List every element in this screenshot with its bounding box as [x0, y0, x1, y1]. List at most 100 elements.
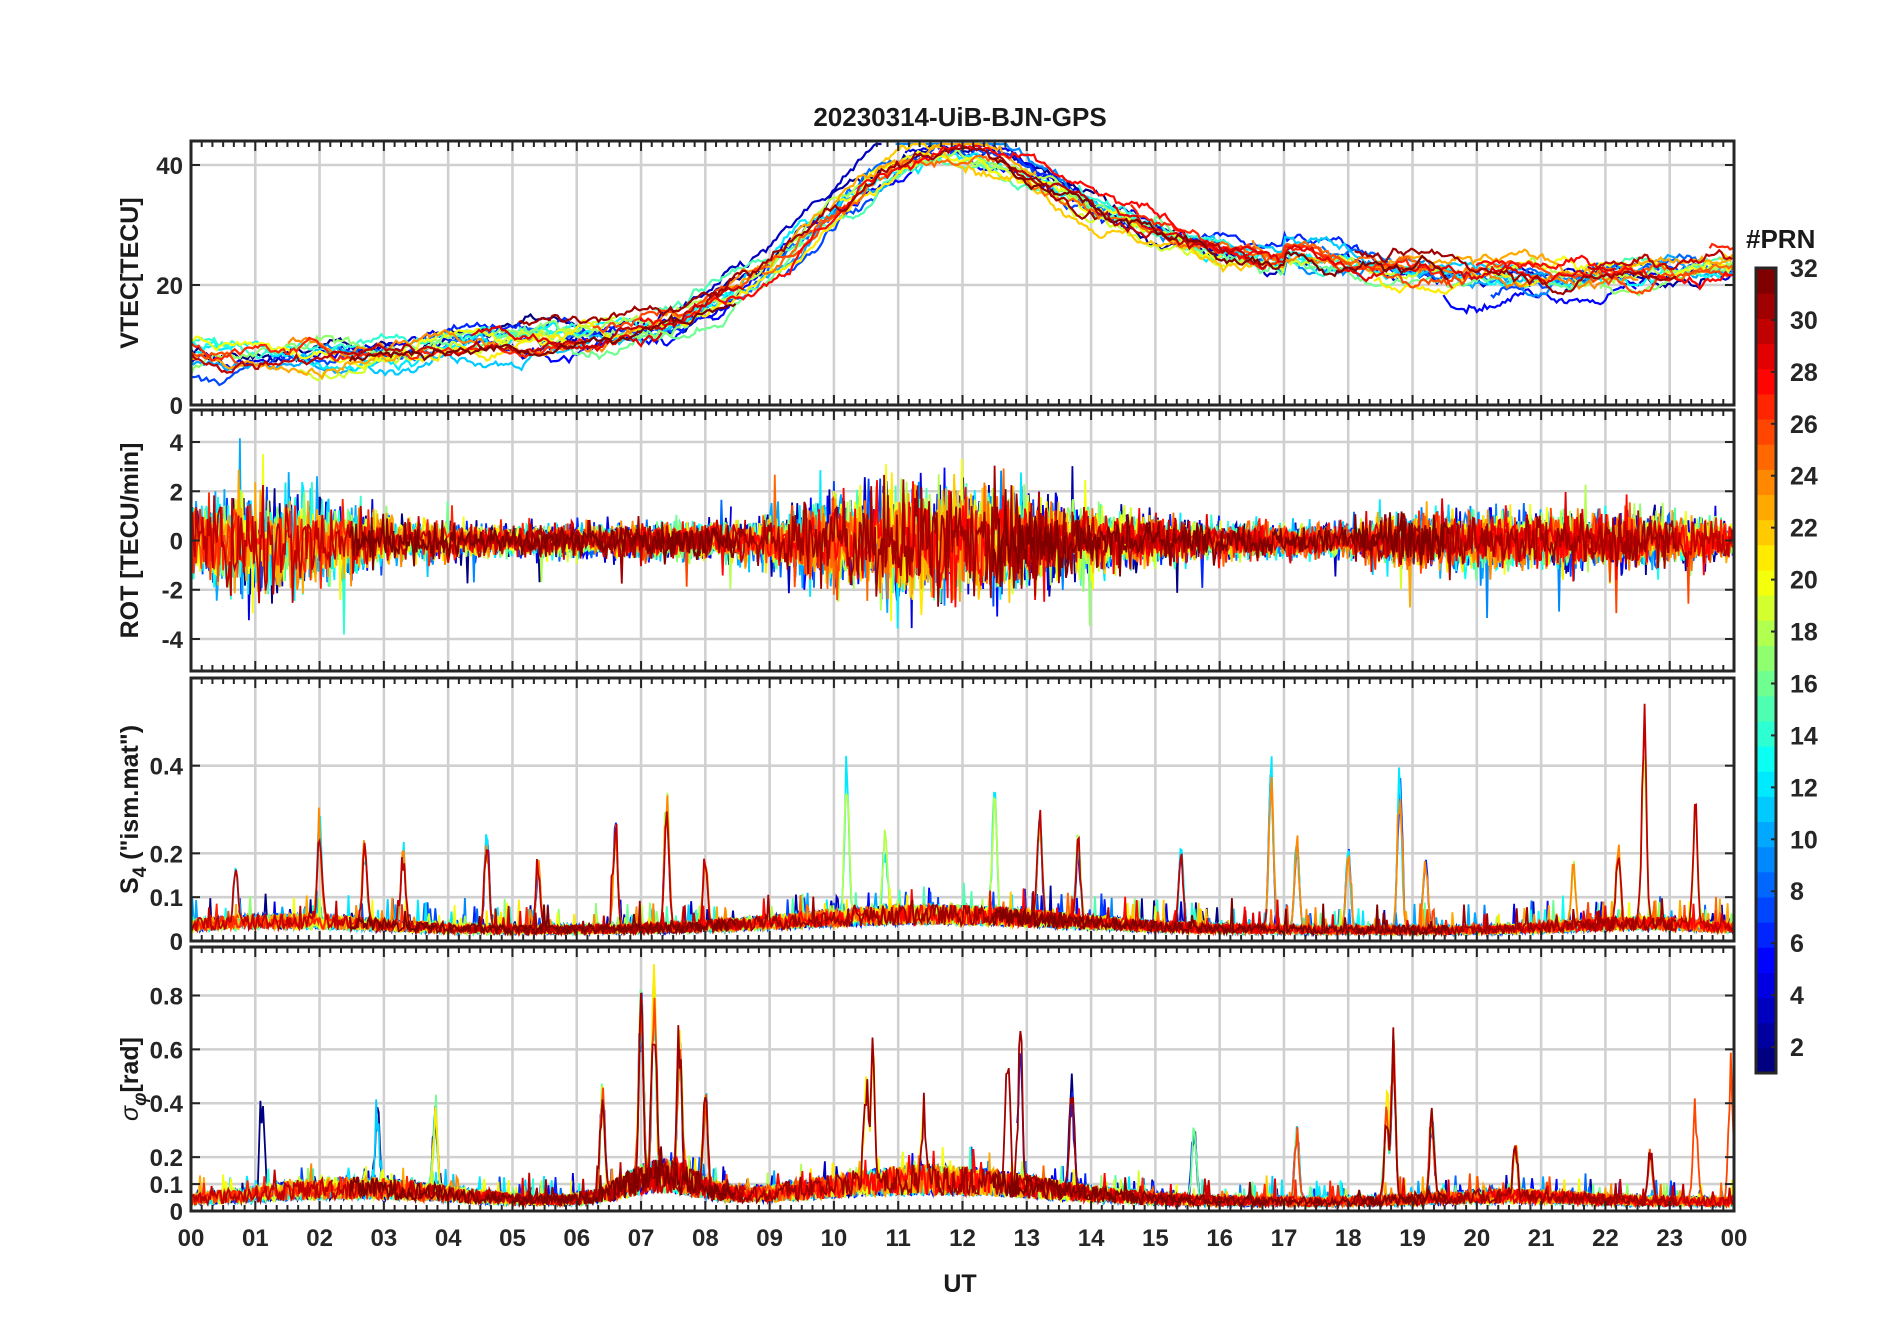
colorbar-swatch — [1756, 796, 1776, 823]
colorbar-swatch — [1756, 695, 1776, 722]
panel-sigma: 00.10.2 0.4 0.6 0.8 σφ[rad] — [116, 945, 1736, 1226]
x-tick-label: 19 — [1399, 1225, 1426, 1252]
series-prn-32-s4 — [348, 904, 737, 937]
colorbar-swatch — [1756, 569, 1776, 596]
colorbar-swatch — [1756, 444, 1776, 470]
colorbar-tick-label: 8 — [1790, 878, 1804, 906]
colorbar-tick-label: 6 — [1790, 930, 1804, 958]
colorbar-swatch — [1756, 595, 1776, 621]
colorbar-tick-label: 28 — [1790, 359, 1818, 387]
colorbar-swatch — [1756, 318, 1776, 345]
x-tick-label: 12 — [949, 1225, 976, 1252]
series-prn-26-sigma — [1235, 1040, 1734, 1210]
colorbar-swatch — [1756, 896, 1776, 923]
x-tick-label: 01 — [242, 1225, 269, 1252]
y-tick-label-sigma: 0.2 — [150, 1145, 183, 1172]
x-tick-label: 16 — [1206, 1225, 1233, 1252]
y-tick-label-sigma: 0.1 — [150, 1172, 183, 1199]
x-tick-label: 03 — [371, 1225, 398, 1252]
colorbar-swatch — [1756, 368, 1776, 395]
series-prn-32-vtec — [992, 157, 1449, 281]
colorbar-swatch — [1756, 343, 1776, 370]
colorbar-swatch — [1756, 997, 1776, 1024]
colorbar-tick-label: 20 — [1790, 567, 1818, 595]
colorbar-title: #PRN — [1746, 224, 1815, 254]
series-prn-32-vtec — [348, 302, 737, 363]
y-tick-label-sigma: 0.8 — [150, 983, 183, 1010]
series-prn-32-sigma — [348, 1146, 737, 1209]
colorbar-tick-label: 16 — [1790, 670, 1818, 698]
series-prn-30-vtec — [1587, 248, 1733, 271]
colorbar-tick-label: 26 — [1790, 411, 1818, 439]
colorbar-swatch — [1756, 1047, 1776, 1074]
y-tick-label-rot: 2 — [170, 479, 183, 506]
colorbar-tick-label: 12 — [1790, 774, 1818, 802]
y-tick-label-vtec: 20 — [156, 273, 183, 300]
x-tick-label: 14 — [1078, 1225, 1105, 1252]
y-tick-label-s4: 0.1 — [150, 885, 183, 912]
colorbar-tick-label: 18 — [1790, 619, 1818, 647]
colorbar-tick-label: 2 — [1790, 1034, 1804, 1062]
series-prn-28-vtec — [639, 143, 1263, 327]
series-prn-32-rot — [991, 489, 1451, 588]
colorbar-swatch — [1756, 821, 1776, 848]
colorbar-tick-label: 32 — [1790, 255, 1818, 283]
series-group-rot — [191, 438, 1734, 635]
y-tick-label-rot: -2 — [162, 578, 183, 605]
x-tick-label: 10 — [821, 1225, 848, 1252]
series-prn-19-vtec — [296, 315, 617, 382]
series-prn-23-vtec — [1356, 248, 1734, 278]
series-prn-32-rot — [348, 513, 737, 571]
x-tick-label: 22 — [1592, 1225, 1619, 1252]
series-prn-31-vtec — [1354, 247, 1677, 296]
x-axis-label: UT — [943, 1270, 976, 1298]
series-group-sigma — [191, 964, 1734, 1210]
series-prn-24-vtec — [1251, 239, 1639, 290]
colorbar-tick-label: 10 — [1790, 826, 1818, 854]
colorbar-swatch — [1756, 1022, 1776, 1049]
colorbar-tick-label: 14 — [1790, 722, 1818, 750]
colorbar-frame — [1754, 266, 1778, 1075]
colorbar-swatch — [1756, 922, 1776, 948]
colorbar-swatch — [1756, 544, 1776, 571]
y-tick-label-vtec: 0 — [170, 393, 183, 420]
series-prn-31-vtec — [518, 145, 1098, 327]
panel-rot: -4 -2 0 2 4 ROT [TECU/min] — [116, 408, 1736, 673]
series-prn-18-vtec — [1495, 256, 1733, 288]
x-tick-label: 07 — [628, 1225, 655, 1252]
x-tick-label: 00 — [1721, 1225, 1748, 1252]
colorbar-swatch — [1756, 771, 1776, 797]
series-prn-20-vtec — [1478, 254, 1734, 278]
series-prn-24-s4 — [1252, 776, 1640, 937]
x-tick-label: 17 — [1271, 1225, 1298, 1252]
series-prn-30-s4 — [191, 811, 747, 938]
y-tick-label-sigma: 0 — [170, 1199, 183, 1226]
x-tick-label: 08 — [692, 1225, 719, 1252]
y-axis-label-s4: S4 ("ism.mat") — [116, 725, 151, 894]
series-prn-25-vtec — [1597, 261, 1734, 281]
series-prn-30-sigma — [1587, 1178, 1734, 1209]
series-prn-32-sigma — [991, 1170, 1450, 1209]
y-tick-label-sigma: 0.6 — [150, 1037, 183, 1064]
colorbar-tick-label: 24 — [1790, 463, 1818, 491]
colorbar-swatch — [1756, 720, 1776, 747]
series-prn-16-vtec — [1126, 214, 1608, 291]
colorbar-swatch — [1756, 670, 1776, 697]
y-tick-label-vtec: 40 — [156, 153, 183, 180]
series-prn-23-vtec — [714, 142, 1037, 301]
x-tick-label: 15 — [1142, 1225, 1169, 1252]
colorbar-tick-label: 4 — [1790, 982, 1804, 1010]
y-axis-label-rot: ROT [TECU/min] — [116, 443, 144, 639]
x-tick-label: 13 — [1013, 1225, 1040, 1252]
series-prn-32-s4 — [991, 898, 1451, 938]
y-tick-label-rot: 0 — [170, 529, 183, 556]
x-tick-label: 05 — [499, 1225, 526, 1252]
colorbar-swatch — [1756, 293, 1776, 319]
colorbar-swatch — [1756, 494, 1776, 521]
chart-title: 20230314-UiB-BJN-GPS — [813, 102, 1106, 132]
colorbar-swatch — [1756, 519, 1776, 546]
y-tick-label-rot: -4 — [162, 627, 184, 654]
series-prn-28-vtec — [1475, 254, 1734, 291]
series-prn-30-vtec — [1009, 166, 1268, 270]
x-tick-label: 04 — [435, 1225, 462, 1252]
